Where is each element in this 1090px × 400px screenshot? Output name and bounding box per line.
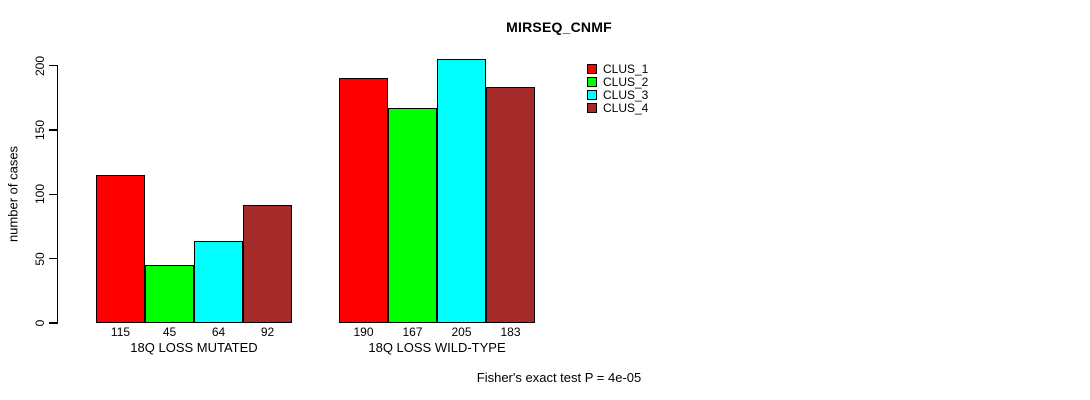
bar-clus-1	[96, 174, 145, 323]
group-label: 18Q LOSS MUTATED	[130, 340, 258, 355]
y-axis-tick-label: 50	[33, 251, 47, 266]
legend-color-swatch	[587, 64, 597, 75]
y-axis-tick	[48, 257, 57, 260]
bar-clus-3	[437, 59, 486, 323]
bar-clus-4	[486, 87, 535, 323]
bar-clus-3	[194, 240, 243, 323]
bar-value-label: 115	[110, 325, 131, 339]
bar-value-label: 167	[402, 325, 423, 339]
legend-label: CLUS_4	[603, 101, 649, 116]
y-axis-tick-label: 0	[33, 319, 47, 327]
legend-item: CLUS_2	[587, 76, 648, 89]
bar-value-label: 64	[211, 325, 226, 339]
bar-clus-4	[243, 204, 292, 323]
legend-label: CLUS_1	[603, 62, 649, 77]
legend-item: CLUS_3	[587, 89, 648, 102]
y-axis-tick-label: 100	[33, 184, 47, 205]
y-axis-line	[56, 64, 58, 324]
y-axis-label: number of cases	[5, 145, 21, 243]
y-axis-tick	[48, 193, 57, 195]
bar-value-label: 45	[162, 325, 177, 339]
legend-color-swatch	[587, 103, 597, 114]
legend-label: CLUS_2	[603, 75, 649, 90]
bar-clus-1	[339, 78, 388, 323]
y-axis-tick-label: 150	[33, 119, 47, 140]
annotation-text: Fisher's exact test P = 4e-05	[476, 370, 642, 385]
legend-item: CLUS_4	[587, 102, 648, 115]
bar-value-label: 190	[353, 325, 374, 339]
legend-label: CLUS_3	[603, 88, 649, 103]
y-axis-tick	[48, 322, 57, 324]
legend-color-swatch	[587, 90, 597, 101]
y-axis-tick	[48, 64, 57, 67]
bar-value-label: 205	[451, 325, 472, 339]
legend-item: CLUS_1	[587, 63, 648, 76]
y-axis-tick-label: 200	[33, 55, 47, 76]
bar-clus-2	[145, 265, 194, 323]
bar-value-label: 92	[260, 325, 275, 339]
legend: CLUS_1 CLUS_2 CLUS_3 CLUS_4	[587, 63, 648, 115]
legend-color-swatch	[587, 77, 597, 88]
y-axis-tick	[48, 129, 57, 131]
bar-value-label: 183	[500, 325, 521, 339]
group-label: 18Q LOSS WILD-TYPE	[368, 340, 506, 355]
bar-clus-2	[388, 107, 437, 323]
chart-title: MIRSEQ_CNMF	[506, 19, 612, 35]
